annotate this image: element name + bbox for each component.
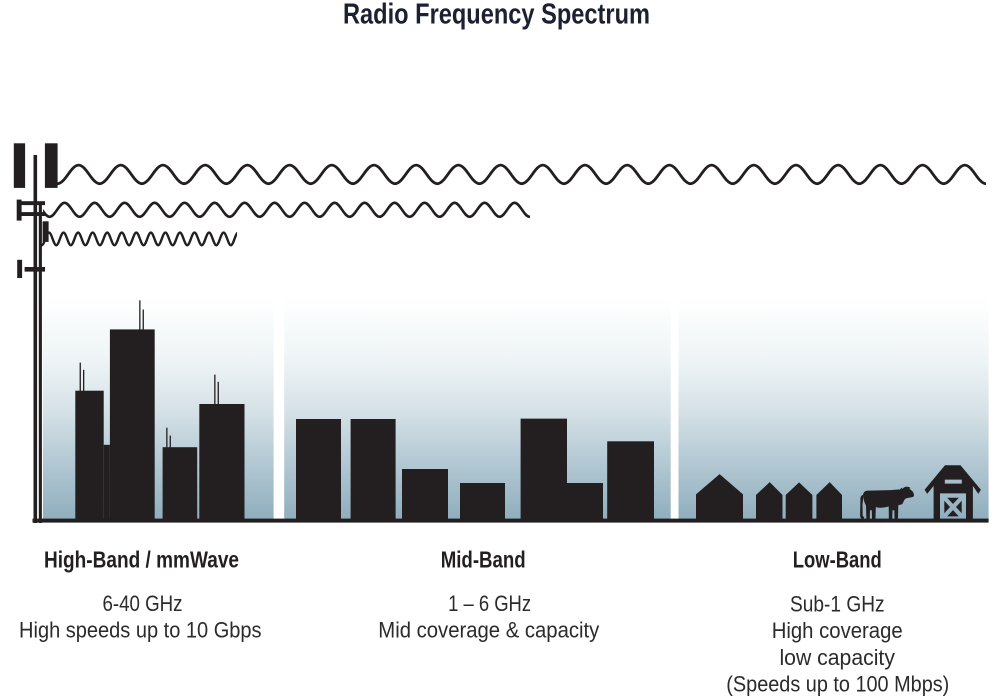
svg-text:Radio Frequency Spectrum: Radio Frequency Spectrum <box>343 0 650 31</box>
svg-text:High coverage: High coverage <box>772 618 903 643</box>
svg-text:Mid-Band: Mid-Band <box>441 547 526 573</box>
svg-text:Mid coverage & capacity: Mid coverage & capacity <box>378 618 599 643</box>
svg-text:low capacity: low capacity <box>779 645 895 670</box>
svg-text:Sub-1 GHz: Sub-1 GHz <box>790 592 885 617</box>
svg-text:1 – 6 GHz: 1 – 6 GHz <box>448 591 531 616</box>
svg-text:High speeds up to 10 Gbps: High speeds up to 10 Gbps <box>19 618 262 643</box>
svg-text:(Speeds up to 100 Mbps): (Speeds up to 100 Mbps) <box>726 671 949 696</box>
svg-text:6-40 GHz: 6-40 GHz <box>103 591 183 616</box>
svg-text:Low-Band: Low-Band <box>793 547 882 573</box>
svg-text:High-Band / mmWave: High-Band / mmWave <box>44 547 239 573</box>
